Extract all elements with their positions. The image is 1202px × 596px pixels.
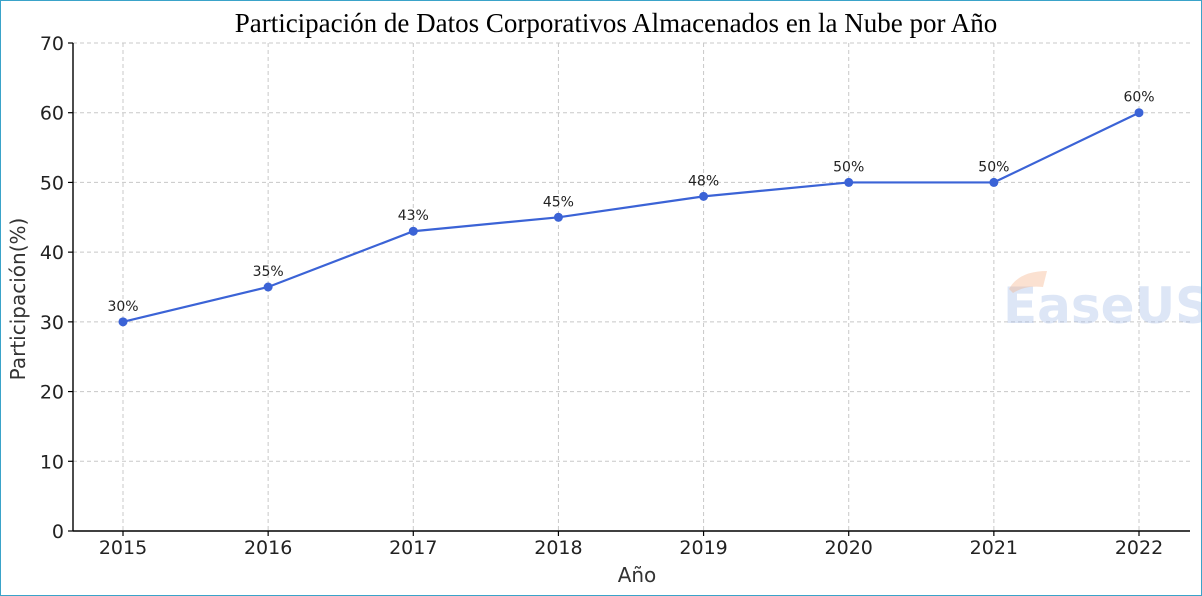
data-label: 50% — [833, 159, 864, 175]
data-point — [699, 191, 709, 201]
data-point — [408, 226, 418, 236]
data-label: 43% — [398, 208, 429, 224]
y-tick-label: 70 — [40, 33, 64, 55]
tick-labels: 0 10 20 30 40 50 60 70 2015 2016 2017 2018 2019 2020 2… — [40, 33, 1163, 559]
y-tick-label: 10 — [40, 451, 64, 473]
y-tick-label: 50 — [40, 172, 64, 194]
y-tick-label: 20 — [40, 382, 64, 404]
x-axis-label: Año — [618, 563, 657, 587]
x-tick-label: 2020 — [825, 537, 873, 559]
series — [118, 108, 1144, 327]
axes — [72, 43, 1190, 532]
y-axis-label: Participación(%) — [6, 218, 30, 381]
x-tick-label: 2018 — [534, 537, 582, 559]
x-tick-label: 2015 — [99, 537, 147, 559]
data-point — [263, 282, 273, 292]
data-labels: 30% 35% 43% 45% 48% 50% 50% 60% — [107, 90, 1154, 315]
x-tick-label: 2022 — [1115, 537, 1163, 559]
y-tick-label: 60 — [40, 103, 64, 125]
data-label: 35% — [253, 264, 284, 280]
data-point — [118, 317, 128, 327]
grid — [73, 42, 1190, 531]
chart-title: Participación de Datos Corporativos Alma… — [235, 8, 998, 38]
data-label: 50% — [978, 159, 1009, 175]
data-point — [989, 177, 999, 187]
data-label: 30% — [107, 299, 138, 315]
y-tick-label: 0 — [52, 521, 64, 543]
data-point — [1134, 108, 1144, 118]
series-line — [122, 111, 1140, 323]
data-label: 45% — [543, 194, 574, 210]
x-tick-label: 2019 — [679, 537, 727, 559]
data-point — [553, 212, 563, 222]
data-label: 48% — [688, 173, 719, 189]
data-label: 60% — [1123, 90, 1154, 106]
watermark-text: EaseUS — [1003, 277, 1201, 335]
watermark-logo: EaseUS — [1003, 271, 1201, 335]
y-tick-label: 30 — [40, 312, 64, 334]
x-tick-label: 2021 — [970, 537, 1018, 559]
y-tick-label: 40 — [40, 242, 64, 264]
x-tick-label: 2016 — [244, 537, 292, 559]
data-point — [844, 177, 854, 187]
x-tick-label: 2017 — [389, 537, 437, 559]
watermark-swoosh — [1009, 271, 1047, 293]
